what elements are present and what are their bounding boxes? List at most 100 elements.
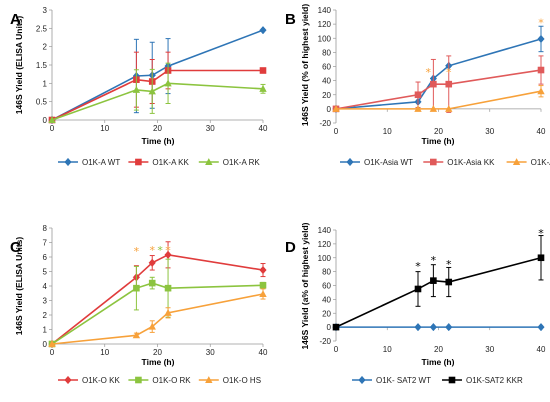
data-point [429, 104, 438, 112]
significance-star: * [149, 244, 155, 257]
y-axis-title: 146S Yield (ELISA Units) [14, 237, 24, 336]
series-line [335, 69, 542, 110]
legend-label: O1K-O HS [223, 376, 261, 385]
legend-marker [448, 376, 456, 384]
significance-star: * [415, 260, 421, 273]
y-tick-label: 5 [43, 268, 48, 277]
data-point [537, 66, 545, 74]
series-o1k-o-kk [48, 241, 267, 349]
legend-marker [205, 158, 213, 165]
legend-entry: O1K-Asia WT [340, 157, 413, 167]
y-tick-label: 120 [318, 240, 332, 249]
data-point [259, 84, 267, 92]
x-tick-label: 0 [334, 345, 339, 354]
x-tick-label: 0 [50, 348, 55, 357]
data-point [132, 86, 141, 93]
data-point [148, 258, 156, 267]
legend-label: O1K-A RK [223, 158, 261, 167]
data-point [445, 104, 453, 112]
data-point [537, 34, 545, 44]
y-tick-label: 40 [322, 77, 331, 86]
x-tick-label: 30 [485, 127, 494, 136]
legend-marker [358, 375, 366, 385]
y-tick-label: 60 [322, 63, 331, 72]
panel-letter: B [285, 11, 296, 28]
series-line [335, 256, 542, 328]
x-tick-label: 40 [537, 345, 546, 354]
legend-label: O1K-A KK [152, 158, 189, 167]
y-tick-label: 140 [318, 226, 332, 235]
y-tick-label: 6 [43, 253, 48, 262]
y-tick-label: 4 [43, 282, 48, 291]
series-o1k-o-hs [48, 288, 267, 347]
legend-marker [64, 157, 72, 167]
x-axis-title: Time (h) [142, 136, 175, 146]
x-axis-title: Time (h) [422, 357, 455, 367]
data-point [48, 116, 56, 123]
data-point [445, 278, 453, 286]
y-tick-label: 2 [43, 311, 48, 320]
x-tick-label: 30 [485, 345, 494, 354]
series-o1k-a-rk [48, 62, 267, 123]
y-tick-label: 1 [43, 326, 48, 335]
x-tick-label: 10 [383, 345, 392, 354]
series-o1k-asia-kk [332, 55, 545, 113]
y-tick-label: 0 [43, 116, 48, 125]
legend-label: O1K-O KK [82, 376, 120, 385]
x-tick-label: 40 [537, 127, 546, 136]
legend-marker [346, 157, 354, 167]
data-point [332, 323, 340, 331]
x-tick-label: 20 [434, 127, 443, 136]
series-line [335, 38, 542, 110]
data-point [132, 331, 141, 339]
legend-label: O1K-Asia HS [531, 158, 550, 167]
y-tick-label: 3 [43, 6, 48, 15]
y-tick-label: -20 [319, 119, 331, 128]
data-point [259, 290, 267, 297]
data-point [148, 322, 156, 330]
y-tick-label: 120 [318, 20, 332, 29]
y-tick-label: 80 [322, 48, 331, 57]
legend-label: O1K-O RK [152, 376, 191, 385]
data-point [164, 284, 172, 292]
data-point [430, 80, 437, 88]
data-point [259, 281, 267, 289]
x-axis-title: Time (h) [422, 136, 455, 146]
x-tick-label: 10 [383, 127, 392, 136]
x-tick-label: 40 [259, 124, 268, 133]
x-tick-label: 0 [50, 124, 55, 133]
y-tick-label: 0.5 [36, 98, 48, 107]
legend-entry: O1K-A WT [58, 157, 120, 167]
panel-letter: A [10, 11, 21, 28]
legend-entry: O1K-A RK [198, 158, 261, 167]
data-point [259, 25, 267, 35]
data-point [164, 79, 172, 87]
data-point [148, 87, 156, 95]
legend-entry: O1K-SAT2 KKR [442, 376, 523, 385]
legend-entry: O1K-Asia KK [423, 158, 495, 167]
data-point [429, 322, 438, 332]
significance-star: * [431, 254, 437, 267]
x-tick-label: 20 [434, 345, 443, 354]
legend-entry: O1K-Asia HS [506, 158, 550, 167]
series-line [51, 69, 263, 121]
x-tick-label: 20 [153, 124, 162, 133]
y-tick-label: 1.5 [36, 61, 48, 70]
data-point [259, 67, 267, 74]
significance-star: * [446, 258, 452, 271]
x-tick-label: 30 [206, 124, 215, 133]
series-line [51, 29, 264, 121]
y-tick-label: 20 [322, 309, 331, 318]
data-point [445, 322, 453, 332]
y-tick-label: -20 [319, 337, 331, 346]
legend-entry: O1K-O KK [58, 375, 120, 385]
y-tick-label: 3 [43, 297, 48, 306]
data-point [537, 322, 545, 332]
legend-label: O1K-SAT2 KKR [466, 376, 523, 385]
data-point [259, 265, 267, 275]
y-tick-label: 20 [322, 91, 331, 100]
y-tick-label: 8 [43, 224, 48, 233]
data-point [537, 87, 545, 95]
